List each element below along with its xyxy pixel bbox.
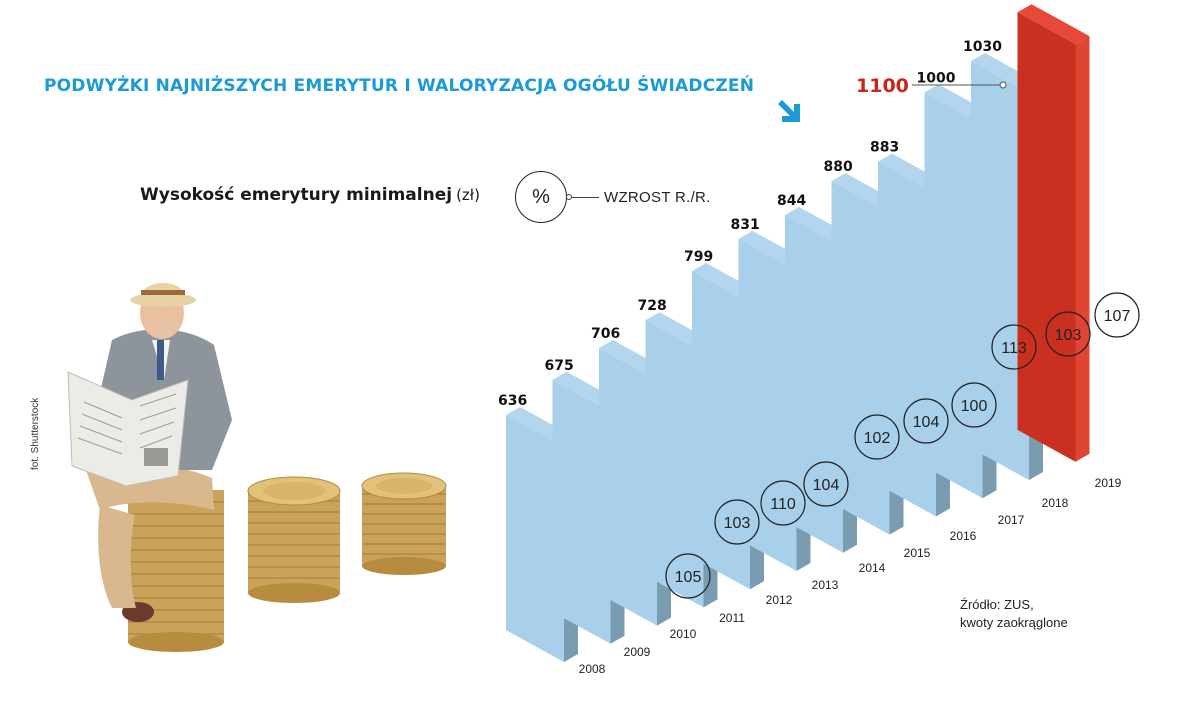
bar-front-2011 xyxy=(645,320,704,608)
growth-label-2016: 100 xyxy=(961,398,988,415)
value-label-2015: 880 xyxy=(824,159,853,175)
bar-front-2009 xyxy=(552,379,611,644)
bar-front-2013 xyxy=(738,238,797,571)
pensioner-figure-illustration xyxy=(67,283,232,622)
growth-label-2015: 104 xyxy=(913,414,940,431)
legend-value-unit: (zł) xyxy=(456,186,480,204)
value-label-2014: 844 xyxy=(777,193,806,209)
legend-connector-line xyxy=(567,197,599,198)
bar-front-2010 xyxy=(599,348,657,626)
bar-front-2014 xyxy=(785,215,843,553)
growth-label-2018: 103 xyxy=(1055,327,1082,344)
growth-circle-2012 xyxy=(760,480,806,526)
year-label-2014: 2014 xyxy=(859,561,886,575)
source-line-2: kwoty zaokrąglone xyxy=(960,615,1068,630)
year-label-2008: 2008 xyxy=(579,662,606,676)
bar-side-2019 xyxy=(1075,36,1090,462)
growth-circle-2018 xyxy=(1045,311,1091,357)
value-label-2018: 1030 xyxy=(963,39,1002,55)
value-label-2010: 706 xyxy=(591,326,620,342)
bars-group xyxy=(506,4,1090,662)
growth-label-2012: 110 xyxy=(770,496,796,513)
year-label-2018: 2018 xyxy=(1042,496,1069,510)
value-label-2011: 728 xyxy=(638,298,667,314)
growth-circle-2014 xyxy=(854,414,900,460)
value-label-2016: 883 xyxy=(870,140,899,156)
bar-front-2008 xyxy=(506,415,564,662)
year-label-2012: 2012 xyxy=(766,593,793,607)
year-label-2011: 2011 xyxy=(719,611,745,625)
arrow-down-right-icon xyxy=(778,100,800,122)
growth-label-2013: 104 xyxy=(813,477,840,494)
legend-percent-symbol: % xyxy=(532,185,550,208)
labels-group: 636 2008 675 2009 706 2010 105 728 2011 103 799 201… xyxy=(498,39,1140,676)
legend-value-label: Wysokość emerytury minimalnej (zł) xyxy=(140,185,480,205)
value-label-2008: 636 xyxy=(498,393,527,409)
highlight-leader-dot xyxy=(999,81,1007,89)
growth-circle-2015 xyxy=(903,398,949,444)
legend-connector-dot xyxy=(566,194,572,200)
legend-growth-label: WZROST R./R. xyxy=(604,189,711,206)
bar-front-2017 xyxy=(924,92,983,499)
value-label-2009: 675 xyxy=(545,358,574,374)
year-label-2013: 2013 xyxy=(812,578,839,592)
growth-label-2017: 113 xyxy=(1001,340,1027,357)
value-label-2017: 1000 xyxy=(917,70,956,86)
growth-circle-2016 xyxy=(951,382,997,428)
growth-label-2014: 102 xyxy=(864,430,891,447)
coin-stack-right-illustration xyxy=(361,472,447,575)
value-label-2019: 1100 xyxy=(856,75,909,97)
year-label-2010: 2010 xyxy=(670,627,697,641)
bar-front-2015 xyxy=(831,181,890,535)
year-label-2016: 2016 xyxy=(950,529,977,543)
growth-circle-2010 xyxy=(665,553,711,599)
bar-front-2016 xyxy=(878,161,936,517)
value-label-2012: 799 xyxy=(684,249,713,265)
growth-circle-2013 xyxy=(803,461,849,507)
chart-title: PODWYŻKI NAJNIŻSZYCH EMERYTUR I WALORYZA… xyxy=(44,76,755,96)
year-label-2017: 2017 xyxy=(998,513,1025,527)
growth-circle-2011 xyxy=(714,499,760,545)
legend-value-text: Wysokość emerytury minimalnej xyxy=(140,185,453,205)
source-line-1: Źródło: ZUS, xyxy=(960,597,1034,612)
year-label-2015: 2015 xyxy=(904,546,931,560)
growth-label-2019: 107 xyxy=(1104,308,1131,325)
bar-front-2012 xyxy=(692,271,750,590)
year-label-2019: 2019 xyxy=(1095,476,1122,490)
source-note: Źródło: ZUS, kwoty zaokrąglone xyxy=(960,596,1068,632)
growth-circle-2019 xyxy=(1094,292,1140,338)
bar-front-2018 xyxy=(971,61,1029,480)
coin-stack-middle-illustration xyxy=(247,476,341,603)
year-label-2009: 2009 xyxy=(624,645,651,659)
bar-2019 xyxy=(1017,4,1090,462)
growth-label-2010: 105 xyxy=(675,569,702,586)
bar-front-2019 xyxy=(1017,12,1076,462)
value-label-2013: 831 xyxy=(731,217,760,233)
growth-label-2011: 103 xyxy=(724,515,751,532)
growth-circle-2017 xyxy=(991,324,1037,370)
bar-top-2019 xyxy=(1017,4,1090,45)
